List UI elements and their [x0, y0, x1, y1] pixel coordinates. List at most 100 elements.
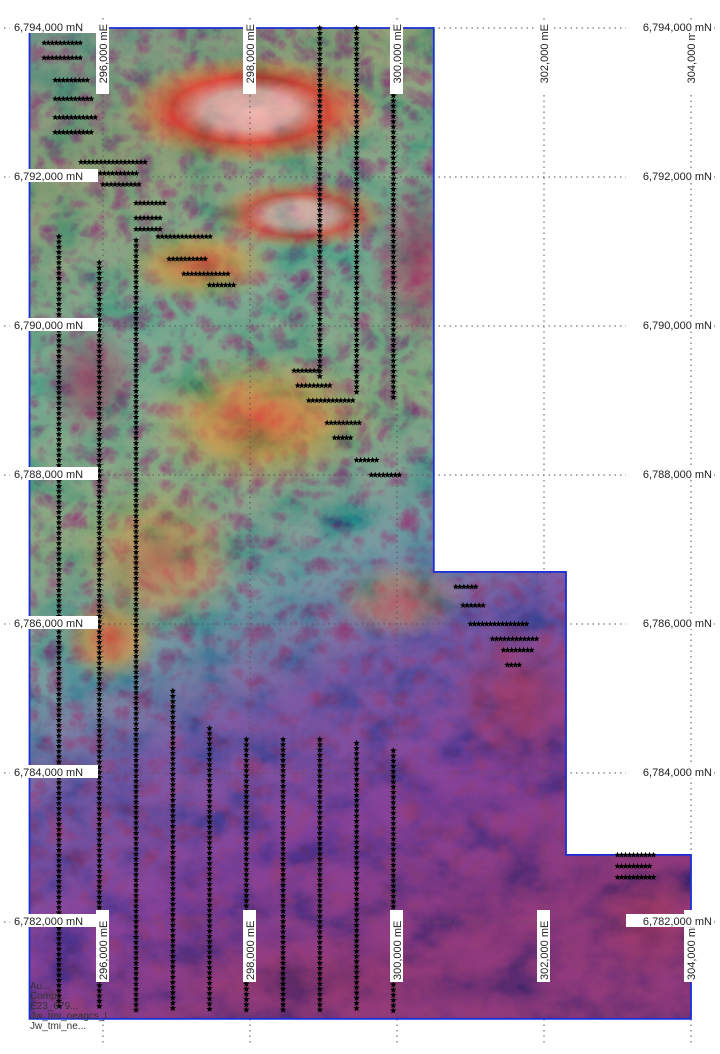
legend-line-4: Jw_tmi_neagcs_l	[30, 1012, 107, 1022]
survey-line-ew	[353, 456, 380, 463]
survey-line-ew	[291, 367, 322, 374]
easting-label-top: 302,000 mE	[539, 24, 551, 83]
survey-line-ew	[489, 635, 540, 642]
easting-label-bg	[96, 22, 109, 94]
easting-label-bg	[390, 910, 403, 982]
survey-line-ew	[41, 39, 84, 46]
survey-line-ew	[500, 646, 535, 653]
survey-line-ew	[504, 661, 523, 668]
survey-station-markers	[52, 95, 95, 102]
survey-station-markers	[100, 181, 142, 187]
easting-label-bg	[243, 910, 256, 982]
northing-label-left: 6,786,000 mN	[14, 618, 83, 630]
survey-station-markers	[41, 54, 84, 61]
survey-line-ns	[169, 687, 177, 1011]
legend-line-5: Jw_tmi_ne...	[30, 1022, 87, 1032]
survey-line-ns	[206, 724, 213, 1012]
survey-station-markers	[133, 225, 164, 232]
survey-point-layer	[41, 24, 657, 1014]
easting-label-top: 304,000 mE	[686, 24, 698, 83]
survey-station-markers	[52, 77, 91, 83]
survey-station-markers	[316, 24, 324, 380]
easting-label-bg	[537, 910, 550, 982]
tenement-boundary	[28, 27, 692, 1020]
survey-station-markers	[133, 199, 168, 206]
survey-line-ew	[133, 225, 164, 232]
survey-station-markers	[324, 419, 363, 426]
survey-line-ew	[614, 851, 657, 858]
northing-label-right: 6,786,000 mN	[643, 618, 712, 630]
northing-label-bg	[626, 169, 714, 182]
survey-station-markers	[390, 24, 397, 400]
survey-line-ew	[52, 77, 91, 83]
survey-line-ns	[390, 24, 397, 400]
easting-label-bottom: 300,000 mE	[392, 921, 404, 980]
survey-line-ns	[132, 236, 140, 1013]
survey-station-markers	[614, 851, 657, 858]
northing-label-right: 6,782,000 mN	[643, 916, 712, 928]
survey-station-markers	[85, 170, 140, 176]
legend-line-3: E23_679...	[30, 1002, 79, 1012]
legend-line-1: Au...	[30, 982, 51, 992]
survey-station-markers	[504, 661, 523, 668]
survey-station-markers	[294, 382, 333, 389]
easting-label-top: 298,000 mE	[245, 24, 257, 83]
coordinate-grid	[4, 18, 718, 1045]
northing-label-bg	[626, 914, 714, 927]
easting-label-top: 300,000 mE	[392, 24, 404, 83]
survey-line-ew	[614, 862, 653, 869]
survey-station-markers	[291, 367, 322, 374]
tenement-boundary-outline	[28, 27, 692, 1020]
northing-label-bg	[626, 318, 714, 331]
survey-line-ew	[166, 255, 209, 262]
easting-label-bg	[96, 910, 109, 982]
survey-station-markers	[368, 471, 403, 478]
survey-station-markers	[452, 583, 479, 590]
survey-line-ns	[316, 736, 324, 1013]
survey-line-ew	[331, 434, 354, 441]
survey-line-ns	[353, 739, 360, 1012]
grid-label-layer: 296,000 mE 296,000 mE 298,000 mE 298,000 mE…	[10, 20, 714, 982]
northing-label-bg	[10, 318, 98, 331]
survey-line-ew	[133, 214, 164, 221]
survey-line-ew	[180, 270, 231, 277]
survey-line-ns	[96, 259, 103, 1009]
survey-station-markers	[132, 236, 140, 1013]
survey-station-markers	[331, 434, 354, 441]
easting-label-bottom: 298,000 mE	[245, 921, 257, 980]
survey-line-ew	[85, 170, 140, 176]
survey-line-ew	[294, 382, 333, 389]
survey-station-markers	[353, 739, 360, 1012]
survey-line-ew	[460, 602, 487, 608]
survey-line-ew	[324, 419, 363, 426]
easting-label-bottom: 296,000 mE	[98, 921, 110, 980]
survey-line-ew	[100, 181, 142, 187]
northing-label-bg	[10, 914, 98, 927]
survey-station-markers	[77, 158, 148, 165]
survey-station-markers	[41, 39, 84, 46]
survey-line-ew	[452, 583, 479, 590]
survey-station-markers	[353, 24, 360, 395]
northing-label-bg	[10, 765, 98, 778]
easting-label-bottom: 302,000 mE	[539, 921, 551, 980]
survey-station-markers	[467, 620, 530, 627]
survey-station-markers	[614, 874, 657, 880]
survey-line-ew	[155, 233, 214, 240]
survey-line-ew	[77, 158, 148, 165]
easting-label-bg	[537, 22, 550, 94]
survey-station-markers	[206, 724, 213, 1012]
survey-station-markers	[52, 129, 95, 135]
northing-label-bg	[626, 765, 714, 778]
survey-line-ew	[368, 471, 403, 478]
northing-label-right: 6,794,000 mN	[643, 22, 712, 34]
northing-label-left: 6,788,000 mN	[14, 469, 83, 481]
northing-label-left: 6,784,000 mN	[14, 767, 83, 779]
survey-station-markers	[169, 687, 177, 1011]
survey-line-ns	[316, 24, 324, 380]
survey-line-ew	[206, 281, 237, 288]
northing-label-bg	[10, 169, 98, 182]
northing-label-right: 6,784,000 mN	[643, 767, 712, 779]
